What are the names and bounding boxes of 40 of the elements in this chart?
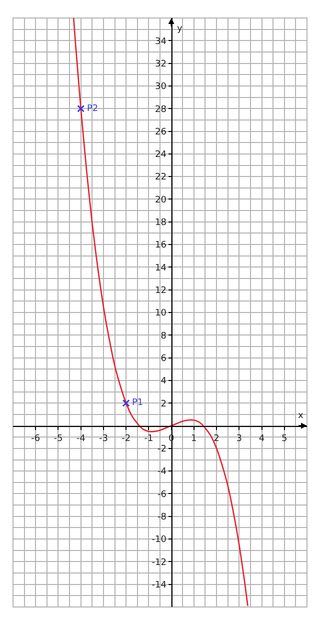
y-tick-label: 12 xyxy=(155,286,167,296)
x-tick-label: -1 xyxy=(144,434,154,444)
y-tick-label: 6 xyxy=(160,354,167,364)
y-tick-label: 34 xyxy=(155,36,167,47)
y-axis-title: y xyxy=(177,24,183,34)
x-axis-title: x xyxy=(298,411,304,421)
y-tick-label: 26 xyxy=(155,127,167,138)
y-tick-label: -6 xyxy=(158,490,167,500)
y-tick-label: 16 xyxy=(155,240,167,251)
y-tick-label: 32 xyxy=(155,59,167,70)
x-tick-label: -3 xyxy=(98,434,108,444)
x-tick-label: 4 xyxy=(258,434,265,444)
y-tick-label: 2 xyxy=(160,399,167,410)
line-series xyxy=(72,18,248,607)
annotation: P2 xyxy=(87,104,98,114)
y-tick-label: 24 xyxy=(155,150,167,160)
x-tick-label: 3 xyxy=(236,434,242,444)
y-tick-label: 20 xyxy=(155,195,167,206)
annotation: P1 xyxy=(132,398,144,408)
y-tick-label: -4 xyxy=(158,467,167,478)
x-tick-label: 5 xyxy=(282,434,288,444)
y-tick-label: 18 xyxy=(155,218,167,228)
x-tick-label: -2 xyxy=(122,434,131,444)
y-tick-label: 30 xyxy=(155,82,167,92)
y-tick-label: -12 xyxy=(152,558,167,568)
y-tick-label: 4 xyxy=(160,376,167,387)
x-tick-label: 2 xyxy=(214,434,220,444)
y-tick-label: -14 xyxy=(152,580,167,590)
x-tick-label: 1 xyxy=(191,434,197,444)
x-tick-label: -5 xyxy=(54,434,63,444)
y-tick-label: -2 xyxy=(158,444,167,455)
x-tick-label: -6 xyxy=(31,434,40,444)
y-tick-label: -8 xyxy=(158,512,167,523)
x-tick-label: -4 xyxy=(76,434,86,444)
y-tick-label: 8 xyxy=(160,331,167,342)
y-tick-label: 10 xyxy=(155,308,167,319)
y-tick-label: 14 xyxy=(155,263,167,274)
y-tick-label: -10 xyxy=(152,535,167,546)
y-tick-label: 22 xyxy=(155,172,167,183)
y-tick-label: 28 xyxy=(155,104,167,115)
